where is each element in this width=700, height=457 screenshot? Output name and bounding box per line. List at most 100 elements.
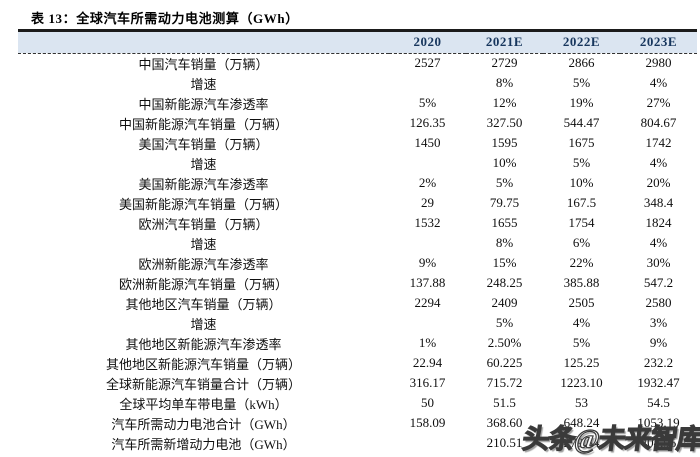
row-label: 全球新能源汽车销量合计（万辆） — [105, 376, 301, 392]
header-row: 2020 2021E 2022E 2023E — [18, 32, 697, 54]
table-row: 增速 8% 5% 4% — [18, 73, 697, 93]
table-row: 全球新能源汽车销量合计（万辆） 316.17 715.72 1223.10 1932.4… — [18, 373, 697, 393]
cell-value: 5% — [418, 95, 437, 110]
cell-value: 348.4 — [643, 195, 674, 210]
cell-value: 2409 — [491, 295, 518, 310]
cell-value: 232.2 — [643, 355, 674, 370]
cell-value: 2729 — [491, 55, 518, 71]
cell-value: 210.51 — [486, 435, 523, 450]
table-row: 其他地区新能源汽车销量（万辆） 22.94 60.225 125.25 232.2 — [18, 353, 697, 373]
cell-value: 2.50% — [487, 335, 522, 350]
cell-value: 29 — [421, 195, 434, 210]
cell-value: 2% — [418, 175, 437, 190]
row-label: 全球平均单车带电量（kWh） — [119, 396, 288, 412]
cell-value: 6% — [572, 235, 591, 250]
cell-value: 19% — [569, 95, 594, 110]
row-label: 汽车所需新增动力电池（GWh） — [111, 436, 296, 452]
table-top-border — [18, 29, 697, 32]
table-row: 美国新能源汽车渗透率 2% 5% 10% 20% — [18, 173, 697, 193]
cell-value: 2294 — [414, 295, 441, 310]
row-label: 增速 — [190, 316, 217, 332]
cell-value: 1% — [418, 335, 437, 350]
cell-value: 15% — [492, 255, 517, 270]
cell-value: 137.88 — [409, 275, 446, 290]
cell-value: 648.24 — [563, 415, 600, 430]
cell-value: 1824 — [645, 215, 672, 230]
cell-value: 2580 — [645, 295, 672, 310]
table-row: 全球平均单车带电量（kWh） 50 51.5 53 54.5 — [18, 393, 697, 413]
table-row: 美国汽车销量（万辆） 1450 1595 1675 1742 — [18, 133, 697, 153]
row-label: 美国新能源汽车销量（万辆） — [118, 196, 288, 212]
cell-value: 60.225 — [486, 355, 523, 370]
column-header-2020: 2020 — [389, 32, 466, 54]
cell-value: 22.94 — [412, 355, 443, 370]
row-label: 汽车所需动力电池合计（GWh） — [111, 416, 296, 432]
row-label: 其他地区汽车销量（万辆） — [125, 296, 282, 312]
table-row: 中国汽车销量（万辆） 2527 2729 2866 2980 — [18, 53, 697, 73]
cell-value: 1655 — [491, 215, 518, 230]
cell-value: 547.2 — [643, 275, 674, 290]
cell-value: 1754 — [568, 215, 595, 230]
cell-value: 4% — [649, 235, 668, 250]
table-row: 美国新能源汽车销量（万辆） 29 79.75 167.5 348.4 — [18, 193, 697, 213]
row-label: 中国新能源汽车销量（万辆） — [118, 116, 288, 132]
cell-value — [389, 153, 466, 173]
cell-value: 54.5 — [647, 395, 670, 410]
cell-value: 20% — [646, 175, 671, 190]
cell-value — [389, 73, 466, 93]
row-label: 增速 — [190, 76, 217, 92]
cell-value: 9% — [649, 335, 668, 350]
row-label: 增速 — [190, 236, 217, 252]
cell-value: 30% — [646, 255, 671, 270]
table-row: 增速 8% 6% 4% — [18, 233, 697, 253]
watermark: 头条@未来智库 — [520, 423, 700, 454]
cell-value: 50 — [421, 395, 434, 410]
cell-value: 10% — [569, 175, 594, 190]
cell-value: 5% — [572, 75, 591, 90]
table-row: 汽车所需动力电池合计（GWh） 158.09 368.60 648.24 1053.19 — [18, 413, 697, 433]
table-row: 增速 10% 5% 4% — [18, 153, 697, 173]
row-label: 中国新能源汽车渗透率 — [138, 96, 269, 112]
cell-value: 1675 — [568, 135, 595, 150]
cell-value: 51.5 — [493, 395, 516, 410]
table-container: 2020 2021E 2022E 2023E 中国汽车销量（万辆） 2527 272… — [18, 29, 697, 453]
cell-value: 8% — [495, 75, 514, 90]
cell-value: 126.35 — [409, 115, 446, 130]
cell-value — [389, 233, 466, 253]
row-label: 其他地区新能源汽车渗透率 — [125, 336, 282, 352]
cell-value: 804.67 — [640, 115, 677, 130]
cell-value: 8% — [495, 235, 514, 250]
cell-value: 279.64 — [563, 435, 600, 450]
cell-value: 2866 — [568, 55, 595, 71]
cell-value: 404.95 — [640, 435, 677, 450]
cell-value: 22% — [569, 255, 594, 270]
cell-value: 715.72 — [486, 375, 523, 390]
cell-value: 79.75 — [489, 195, 520, 210]
row-label: 欧洲汽车销量（万辆） — [138, 216, 269, 232]
cell-value — [389, 313, 466, 333]
cell-value: 4% — [649, 75, 668, 90]
cell-value: 9% — [418, 255, 437, 270]
cell-value: 1742 — [645, 135, 672, 150]
table-row: 增速 5% 4% 3% — [18, 313, 697, 333]
cell-value — [389, 433, 466, 453]
table-row: 欧洲新能源汽车渗透率 9% 15% 22% 30% — [18, 253, 697, 273]
cell-value: 5% — [495, 315, 514, 330]
cell-value: 2980 — [645, 55, 672, 71]
cell-value: 12% — [492, 95, 517, 110]
table-row: 欧洲新能源汽车销量（万辆） 137.88 248.25 385.88 547.2 — [18, 273, 697, 293]
cell-value: 5% — [495, 175, 514, 190]
cell-value: 158.09 — [409, 415, 446, 430]
cell-value: 2505 — [568, 295, 595, 310]
table-row: 中国新能源汽车渗透率 5% 12% 19% 27% — [18, 93, 697, 113]
row-label: 中国汽车销量（万辆） — [138, 56, 269, 72]
cell-value: 368.60 — [486, 415, 523, 430]
cell-value: 27% — [646, 95, 671, 110]
table-row: 其他地区新能源汽车渗透率 1% 2.50% 5% 9% — [18, 333, 697, 353]
battery-demand-table: 2020 2021E 2022E 2023E 中国汽车销量（万辆） 2527 272… — [18, 32, 697, 453]
cell-value: 125.25 — [563, 355, 600, 370]
cell-value: 10% — [492, 155, 517, 170]
row-label: 其他地区新能源汽车销量（万辆） — [105, 356, 301, 372]
row-label: 欧洲新能源汽车销量（万辆） — [118, 276, 288, 292]
